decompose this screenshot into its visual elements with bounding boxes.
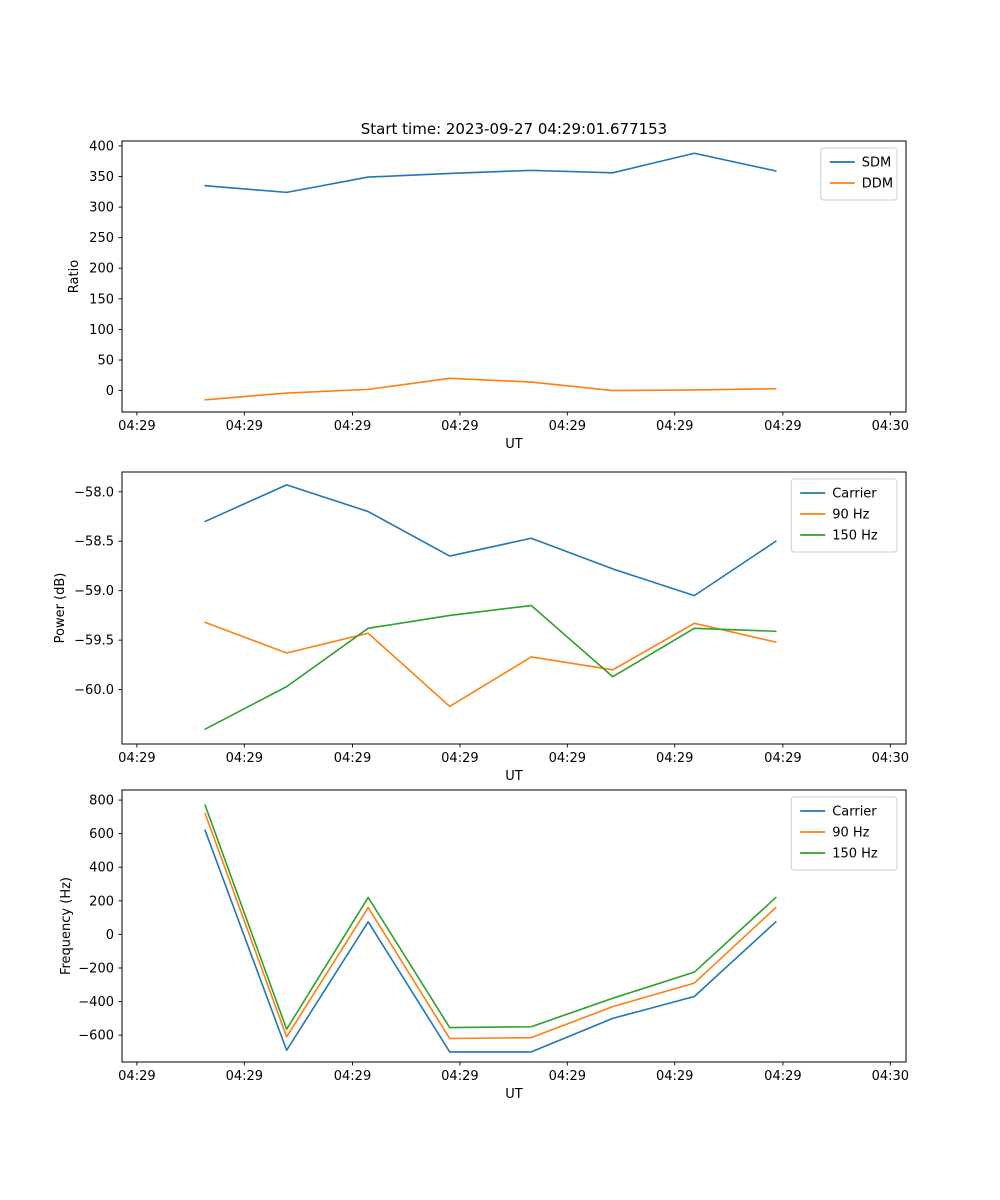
legend-label: 90 Hz (832, 826, 869, 841)
y-tick-label: 600 (89, 827, 114, 842)
series-line-150-hz (204, 604, 777, 730)
chart-frequency: 04:29 04:29 04:29 04:29 04:29 04:29 04:29 04:30… (59, 789, 909, 1102)
plot-area (204, 152, 777, 401)
legend: SDM DDM (820, 147, 898, 201)
y-tick-label: 150 (89, 292, 114, 307)
plot-area (204, 804, 777, 1053)
x-tick-label: 04:29 (118, 751, 155, 766)
x-tick-label: 04:29 (656, 1069, 693, 1084)
y-tick-label: −60.0 (74, 683, 114, 698)
y-tick-label: 400 (89, 861, 114, 876)
chart-ratio: 04:29 04:29 04:29 04:29 04:29 04:29 04:29 04:30… (67, 139, 909, 452)
y-tick-label: 200 (89, 262, 114, 277)
legend-label: Carrier (832, 805, 877, 820)
x-tick-label: 04:29 (656, 751, 693, 766)
legend-label: 150 Hz (832, 847, 878, 862)
y-tick-label: 0 (106, 928, 114, 943)
y-tick-label: 250 (89, 231, 114, 246)
x-tick-label: 04:29 (549, 1069, 586, 1084)
y-tick-label: 400 (89, 139, 114, 154)
y-tick-label: −58.5 (74, 535, 114, 550)
axes-frame (121, 140, 907, 413)
y-tick-label: −600 (78, 1029, 114, 1044)
series-line-carrier (204, 484, 777, 597)
plot-area (204, 484, 777, 730)
series-line-sdm (204, 152, 777, 194)
legend-label: 150 Hz (832, 529, 878, 544)
legend-box (820, 147, 898, 201)
x-tick-label: 04:29 (764, 751, 801, 766)
y-tick-label: 800 (89, 794, 114, 809)
x-tick-label: 04:29 (334, 1069, 371, 1084)
legend: Carrier 90 Hz 150 Hz (790, 478, 898, 553)
x-tick-label: 04:29 (656, 419, 693, 434)
x-axis: 04:29 04:29 04:29 04:29 04:29 04:29 04:29 04:30… (118, 1062, 909, 1102)
x-tick-label: 04:29 (441, 751, 478, 766)
y-tick-label: 100 (89, 323, 114, 338)
y-tick-label: 50 (97, 354, 114, 369)
x-axis: 04:29 04:29 04:29 04:29 04:29 04:29 04:29 04:30… (118, 744, 909, 784)
y-axis-label: Ratio (67, 260, 82, 293)
x-tick-label: 04:30 (872, 419, 909, 434)
x-tick-label: 04:29 (118, 419, 155, 434)
chart-power: 04:29 04:29 04:29 04:29 04:29 04:29 04:29 04:30… (53, 471, 909, 784)
x-tick-label: 04:29 (226, 1069, 263, 1084)
y-tick-label: −400 (78, 995, 114, 1010)
legend-box (790, 478, 898, 553)
legend-label: 90 Hz (832, 508, 869, 523)
series-line-90-hz (204, 812, 777, 1040)
legend-label: Carrier (832, 487, 877, 502)
x-tick-label: 04:29 (441, 419, 478, 434)
x-axis-label: UT (505, 1087, 523, 1102)
legend: Carrier 90 Hz 150 Hz (790, 796, 898, 871)
y-tick-label: 350 (89, 170, 114, 185)
x-tick-label: 04:29 (334, 751, 371, 766)
x-tick-label: 04:30 (872, 751, 909, 766)
x-tick-label: 04:29 (549, 419, 586, 434)
series-line-90-hz (204, 621, 777, 708)
x-axis-label: UT (505, 437, 523, 452)
legend-label: SDM (862, 156, 891, 171)
x-tick-label: 04:29 (764, 419, 801, 434)
y-tick-label: 300 (89, 201, 114, 216)
y-tick-label: 0 (106, 384, 114, 399)
y-axis: −60.0 −59.5 −59.0 −58.5 −58.0 Power (dB) (53, 485, 122, 698)
x-tick-label: 04:29 (549, 751, 586, 766)
legend-box (790, 796, 898, 871)
series-line-carrier (204, 829, 777, 1053)
x-tick-label: 04:29 (226, 419, 263, 434)
axes-frame (121, 789, 907, 1063)
x-tick-label: 04:29 (118, 1069, 155, 1084)
y-axis: −600 −400 −200 0 200 400 600 800 Frequency (Hz) (59, 794, 122, 1044)
x-axis: 04:29 04:29 04:29 04:29 04:29 04:29 04:29 04:30… (118, 412, 909, 452)
x-tick-label: 04:30 (872, 1069, 909, 1084)
x-tick-label: 04:29 (334, 419, 371, 434)
y-tick-label: −58.0 (74, 485, 114, 500)
y-axis-label: Power (dB) (53, 573, 68, 644)
y-tick-label: 200 (89, 894, 114, 909)
y-tick-label: −59.0 (74, 584, 114, 599)
y-tick-label: −59.5 (74, 634, 114, 649)
x-tick-label: 04:29 (441, 1069, 478, 1084)
series-line-150-hz (204, 804, 777, 1031)
axes-frame (121, 471, 907, 745)
legend-label: DDM (862, 177, 893, 192)
x-tick-label: 04:29 (226, 751, 263, 766)
x-tick-label: 04:29 (764, 1069, 801, 1084)
y-axis-label: Frequency (Hz) (59, 877, 74, 975)
series-line-ddm (204, 377, 777, 401)
x-axis-label: UT (505, 769, 523, 784)
y-axis: 0 50 100 150 200 250 300 350 400 Ratio (67, 139, 122, 399)
figure-title: Start time: 2023-09-27 04:29:01.677153 (360, 120, 668, 138)
y-tick-label: −200 (78, 961, 114, 976)
